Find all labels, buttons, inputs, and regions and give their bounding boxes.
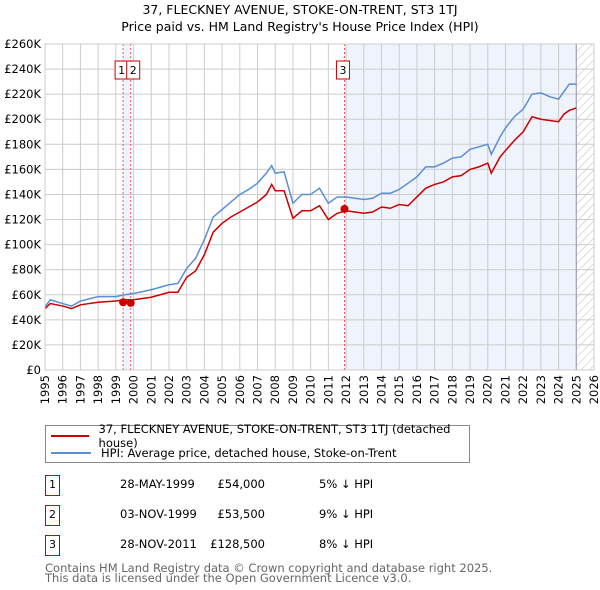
sale-point (126, 298, 135, 307)
x-tick-label: 2025 (569, 375, 583, 404)
sale-hpi-diff: 9% ↓ HPI (319, 507, 374, 521)
legend-swatch (51, 435, 89, 437)
x-tick-label: 2009 (286, 375, 300, 404)
x-tick-label: 2001 (144, 375, 158, 404)
plot-border (44, 43, 595, 371)
sale-date: 03-NOV-1999 (120, 507, 197, 521)
x-tick-label: 2007 (251, 375, 265, 404)
property-price-line (44, 107, 577, 310)
sale-hpi-diff: 5% ↓ HPI (319, 477, 374, 491)
x-tick-label: 2013 (357, 375, 371, 404)
y-tick-label: £160K (4, 162, 41, 176)
sale-badge: 1 (45, 475, 60, 496)
x-tick-label: 1995 (38, 375, 52, 404)
sale-badge: 2 (45, 505, 60, 526)
plot-area: 1995 1996 1997 1998 1999 2000 2001 2002 2003 2004… (4, 37, 600, 404)
x-tick-label: 2011 (321, 375, 335, 404)
x-tick-label: 2024 (552, 375, 566, 404)
x-tick-label: 2005 (215, 375, 229, 404)
x-tick-label: 2010 (304, 375, 318, 404)
sale-point (340, 204, 349, 213)
y-tick-label: £260K (4, 37, 41, 51)
sale-label-box (335, 60, 350, 80)
x-tick-label: 2012 (339, 375, 353, 404)
y-tick-label: £80K (12, 263, 42, 277)
x-tick-label: 2008 (268, 375, 282, 404)
hpi-line (44, 83, 577, 308)
x-tick-label: 2018 (445, 375, 459, 404)
x-tick-label: 2019 (463, 375, 477, 404)
sale-point (119, 298, 128, 307)
y-tick-label: £20K (12, 338, 42, 352)
legend-item-hpi: HPI: Average price, detached house, Stok… (51, 445, 397, 461)
sale-label: 3 (339, 64, 346, 77)
chart-title: 37, FLECKNEY AVENUE, STOKE-ON-TRENT, ST3… (142, 2, 458, 17)
sale-date: 28-MAY-1999 (120, 477, 195, 491)
y-tick-label: £40K (12, 313, 42, 327)
x-tick-label: 2016 (410, 375, 424, 404)
x-tick-label: 2021 (498, 375, 512, 404)
x-tick-label: 2014 (374, 375, 388, 404)
footer-licence: This data is licensed under the Open Gov… (45, 571, 412, 585)
sale-label: 2 (130, 64, 137, 77)
x-tick-label: 2017 (428, 375, 442, 404)
x-tick-label: 2002 (162, 375, 176, 404)
footer-copyright: Contains HM Land Registry data © Crown c… (45, 561, 493, 575)
x-tick-label: 1997 (73, 375, 87, 404)
x-tick-label: 2020 (481, 375, 495, 404)
x-tick-label: 2022 (516, 375, 530, 404)
x-tick-label: 1998 (91, 375, 105, 404)
sale-price: £54,000 (217, 477, 265, 491)
y-tick-label: £240K (4, 62, 41, 76)
y-tick-label: £60K (12, 288, 42, 302)
x-tick-label: 2026 (587, 375, 600, 404)
y-tick-label: £220K (4, 87, 41, 101)
x-tick-label: 2000 (127, 375, 141, 404)
y-tick-label: £0 (26, 363, 41, 377)
y-tick-label: £140K (4, 187, 41, 201)
sale-price: £128,500 (210, 537, 265, 551)
x-tick-label: 2004 (197, 375, 211, 404)
x-tick-label: 2023 (534, 375, 548, 404)
sale-hpi-diff: 8% ↓ HPI (319, 537, 374, 551)
chart-subtitle: Price paid vs. HM Land Registry's House … (121, 19, 479, 34)
sale-date: 28-NOV-2011 (120, 537, 197, 551)
x-tick-label: 2015 (392, 375, 406, 404)
legend-label: 37, FLECKNEY AVENUE, STOKE-ON-TRENT, ST3… (98, 422, 451, 450)
x-tick-label: 2006 (233, 375, 247, 404)
shaded-region (123, 44, 131, 370)
x-tick-label: 1996 (56, 375, 70, 404)
legend-swatch (51, 452, 91, 454)
y-tick-label: £100K (4, 238, 41, 252)
sale-label: 1 (118, 64, 125, 77)
x-tick-label: 2003 (180, 375, 194, 404)
forecast-hatch (576, 44, 594, 370)
sale-badge: 3 (45, 535, 60, 556)
table-row: 3 28-NOV-2011 £128,500 8% ↓ HPI (45, 535, 445, 556)
legend-label: HPI: Average price, detached house, Stok… (101, 446, 397, 460)
x-tick-label: 1999 (109, 375, 123, 404)
sale-label-box (126, 60, 141, 80)
sale-price: £53,500 (217, 507, 265, 521)
legend-item-property: 37, FLECKNEY AVENUE, STOKE-ON-TRENT, ST3… (51, 422, 469, 450)
y-tick-label: £200K (4, 112, 41, 126)
table-row: 1 28-MAY-1999 £54,000 5% ↓ HPI (45, 475, 445, 496)
table-row: 2 03-NOV-1999 £53,500 9% ↓ HPI (45, 505, 445, 526)
legend: 37, FLECKNEY AVENUE, STOKE-ON-TRENT, ST3… (45, 422, 470, 463)
y-tick-label: £120K (4, 213, 41, 227)
y-tick-label: £180K (4, 137, 41, 151)
